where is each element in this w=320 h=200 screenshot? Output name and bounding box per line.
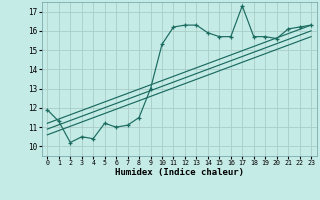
X-axis label: Humidex (Indice chaleur): Humidex (Indice chaleur)	[115, 168, 244, 177]
